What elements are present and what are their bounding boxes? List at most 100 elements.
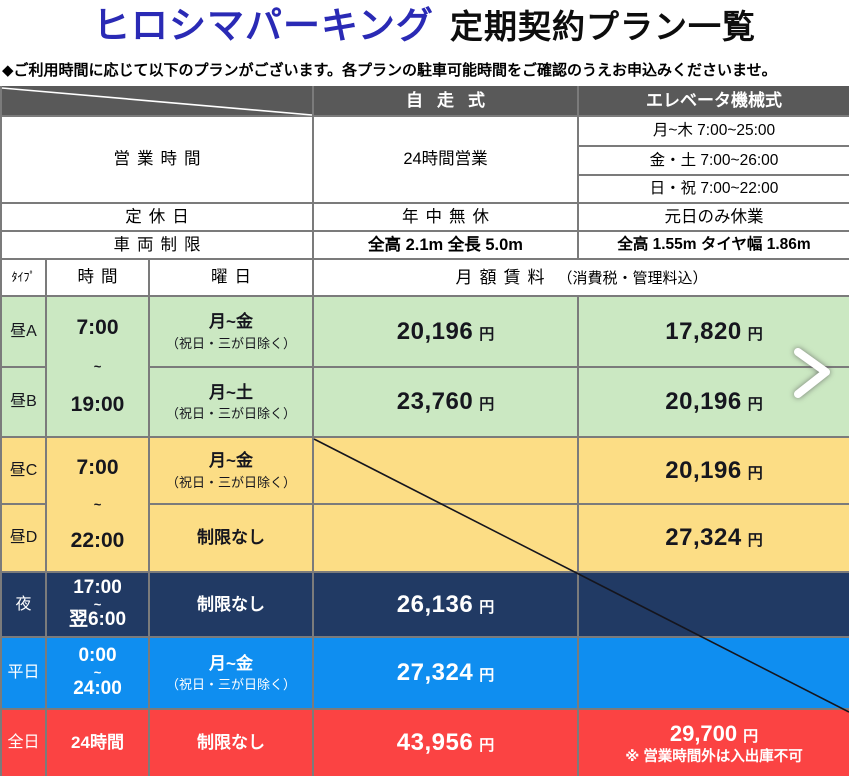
hours-mon-thu: 月~木 7:00~25:00 [652, 122, 776, 140]
yen-suffix: 円 [479, 667, 495, 684]
next-arrow-button[interactable] [782, 338, 842, 408]
plan-days-dayC: 月~金 （祝日・三が日除く） [150, 438, 312, 503]
plan-time-allday: 24時間 [47, 710, 148, 776]
days-dayC-main: 月~金 [209, 451, 253, 471]
yen-suffix: 円 [479, 396, 495, 413]
time-night-start: 17:00 [73, 576, 122, 598]
days-night-main: 制限なし [197, 594, 265, 614]
price-dayA-self: 20,196 円 [314, 297, 577, 366]
plan-days-night: 制限なし [150, 573, 312, 636]
days-dayD-main: 制限なし [197, 528, 265, 548]
plan-time-dayAB: 7:00 ~ 19:00 [47, 297, 148, 436]
column-header-self-propelled: 自走式 [314, 86, 577, 115]
plan-days-dayB: 月~土 （祝日・三が日除く） [150, 368, 312, 436]
vehicle-limit-self: 全高 2.1m 全長 5.0m [314, 232, 577, 258]
plan-header-time-label: 時間 [77, 268, 125, 287]
column-header-elevator-label: エレベータ機械式 [646, 90, 782, 110]
vehicle-limit-self-value: 全高 2.1m 全長 5.0m [368, 235, 523, 254]
price-dayC-elevator: 20,196 円 [579, 438, 849, 503]
price-dayB-self: 23,760 円 [314, 368, 577, 436]
yen-suffix: 円 [479, 325, 495, 343]
plan-header-time: 時間 [47, 260, 148, 295]
chevron-right-icon [794, 348, 830, 398]
plan-type-dayD: 昼D [2, 505, 45, 571]
title-bar: ヒロシマパーキング 定期契約プラン一覧 [0, 0, 849, 53]
table-corner-cell [2, 86, 312, 115]
time-allday: 24時間 [71, 733, 124, 753]
plan-header-type: ﾀｲﾌﾟ [2, 260, 45, 295]
plan-time-dayCD: 7:00 ~ 22:00 [47, 438, 148, 571]
time-ab-end: 19:00 [70, 392, 125, 416]
vehicle-limit-elevator: 全高 1.55m タイヤ幅 1.86m [579, 232, 849, 258]
closed-days-elevator: 元日のみ休業 [579, 204, 849, 230]
row-label-vehicle-limit: 車両制限 [2, 232, 312, 258]
hours-sun-hol: 日・祝 7:00~22:00 [649, 180, 779, 198]
closed-days-self: 年中無休 [314, 204, 577, 230]
yen-suffix: 円 [747, 396, 763, 413]
time-ab-start: 7:00 [76, 315, 119, 339]
closed-days-elevator-value: 元日のみ休業 [664, 207, 764, 226]
price-dayB-elevator: 20,196 円 [579, 368, 849, 436]
plan-header-days-label: 曜日 [211, 268, 258, 287]
business-hours-elevator-mon-thu: 月~木 7:00~25:00 [579, 117, 849, 145]
page-subtitle: ◆ご利用時間に応じて以下のプランがございます。各プランの駐車可能時間をご確認のう… [2, 62, 777, 79]
plan-type-weekday: 平日 [2, 638, 45, 708]
allday-elevator-note: ※ 営業時間外は入出庫不可 [625, 749, 803, 766]
vehicle-limit-elevator-value: 全高 1.55m タイヤ幅 1.86m [617, 236, 811, 254]
plan-days-dayD: 制限なし [150, 505, 312, 571]
row-label-business-hours: 営業時間 [2, 117, 312, 202]
vehicle-limit-label: 車両制限 [113, 235, 208, 254]
yen-suffix: 円 [747, 532, 763, 549]
time-night-end: 翌6:00 [68, 609, 127, 631]
plan-days-weekday: 月~金 （祝日・三が日除く） [150, 638, 312, 708]
plan-type-night: 夜 [2, 573, 45, 636]
days-dayB-note: （祝日・三が日除く） [165, 406, 296, 421]
column-header-elevator: エレベータ機械式 [579, 86, 849, 115]
price-weekday-elevator-unavailable [579, 638, 849, 708]
time-weekday-tilde: ~ [93, 665, 102, 681]
price-table: 自走式 エレベータ機械式 営業時間 24時間営業 月~木 7:00~25:00 … [0, 86, 849, 776]
yen-suffix: 円 [747, 464, 763, 482]
price-night-self: 26,136 円 [314, 573, 577, 636]
price-dayC-self-unavailable [314, 438, 577, 503]
plan-header-fee-label: 月額賃料 [455, 267, 552, 287]
price-dayA-elevator: 17,820 円 [579, 297, 849, 366]
price-allday-self: 43,956 円 [314, 710, 577, 776]
plan-type-allday: 全日 [2, 710, 45, 776]
brand-logo: ヒロシマパーキング [93, 5, 434, 46]
days-dayA-main: 月~金 [209, 312, 253, 332]
yen-suffix: 円 [747, 325, 763, 343]
business-hours-elevator-sun-hol: 日・祝 7:00~22:00 [579, 176, 849, 202]
yen-suffix: 円 [479, 598, 495, 616]
plan-time-night: 17:00 ~ 翌6:00 [47, 573, 148, 636]
days-allday-main: 制限なし [197, 733, 265, 753]
closed-days-self-value: 年中無休 [402, 207, 496, 226]
yen-suffix: 円 [743, 727, 759, 745]
price-night-elevator-unavailable [579, 573, 849, 636]
column-header-self-propelled-label: 自走式 [406, 90, 499, 110]
business-hours-self: 24時間営業 [314, 117, 577, 202]
business-hours-label: 営業時間 [113, 150, 208, 169]
plan-header-type-label: ﾀｲﾌﾟ [11, 270, 36, 284]
closed-days-label: 定休日 [125, 207, 196, 226]
plan-time-weekday: 0:00 ~ 24:00 [47, 638, 148, 708]
hours-fri-sat: 金・土 7:00~26:00 [649, 151, 779, 169]
plan-days-dayA: 月~金 （祝日・三が日除く） [150, 297, 312, 366]
days-weekday-main: 月~金 [209, 653, 253, 673]
plan-type-dayA: 昼A [2, 297, 45, 366]
plan-header-days: 曜日 [150, 260, 312, 295]
yen-suffix: 円 [479, 737, 495, 754]
days-dayB-main: 月~土 [209, 382, 253, 402]
row-label-closed-days: 定休日 [2, 204, 312, 230]
time-cd-end: 22:00 [70, 528, 125, 552]
time-cd-tilde: ~ [93, 496, 102, 512]
time-weekday-start: 0:00 [78, 645, 117, 667]
price-allday-elevator: 29,700 円 ※ 営業時間外は入出庫不可 [579, 710, 849, 776]
time-ab-tilde: ~ [93, 358, 102, 374]
business-hours-elevator-fri-sat: 金・土 7:00~26:00 [579, 147, 849, 174]
price-weekday-self: 27,324 円 [314, 638, 577, 708]
days-weekday-note: （祝日・三が日除く） [165, 677, 296, 692]
plan-header-fee: 月額賃料 （消費税・管理料込） [314, 260, 849, 295]
page-title: 定期契約プラン一覧 [449, 8, 756, 45]
